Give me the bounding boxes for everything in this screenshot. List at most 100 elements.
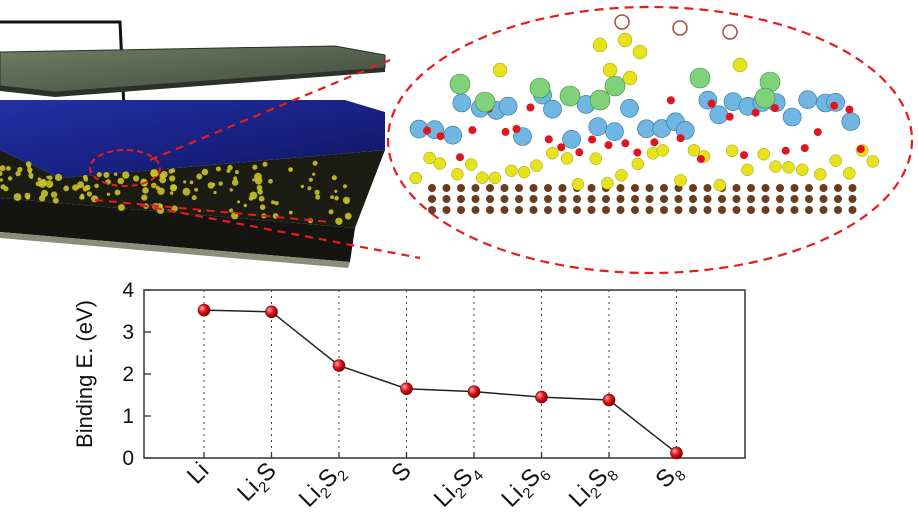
sulfur-particle xyxy=(141,194,148,201)
lithium-surface-atom xyxy=(604,75,626,97)
oxygen-atom xyxy=(436,132,445,141)
sulfur-particle xyxy=(79,195,84,200)
carbon-atom xyxy=(428,206,436,214)
sulfur-atom xyxy=(713,178,727,192)
sulfur-particle xyxy=(28,169,32,174)
sulfur-particle xyxy=(243,203,247,208)
sulfur-particle xyxy=(150,169,159,177)
oxygen-atom xyxy=(676,134,685,143)
carbon-atom xyxy=(848,184,857,192)
carbon-atom xyxy=(645,195,654,203)
sulfur-particle xyxy=(231,179,239,186)
sulfur-particle xyxy=(201,168,209,176)
zoom-highlight-ellipse xyxy=(89,149,161,187)
label-symbol: S xyxy=(386,457,416,487)
carbon-atom xyxy=(515,195,523,203)
inset-dashed-ellipse xyxy=(386,5,914,275)
sulfur-particle xyxy=(211,182,216,187)
carbon-atom xyxy=(732,184,741,192)
data-point xyxy=(670,446,683,460)
carbon-atom xyxy=(616,195,625,203)
sulfur-particle xyxy=(39,178,48,187)
carbon-atom xyxy=(834,195,842,203)
sulfur-atom xyxy=(517,165,531,179)
lithium-surface-atom xyxy=(474,91,496,113)
x-tick-label: Li2S2 xyxy=(294,457,352,515)
carbon-atom xyxy=(544,206,552,214)
sulfur-atom xyxy=(492,62,508,78)
sulfur-particle xyxy=(182,187,191,196)
sulfur-particle xyxy=(314,189,320,195)
sulfur-particle xyxy=(288,210,293,215)
lithium-atom xyxy=(452,93,472,113)
sulfur-atom xyxy=(741,163,754,177)
carbon-atom xyxy=(602,206,610,214)
sulfur-particle xyxy=(50,191,58,198)
lithium-atom xyxy=(443,125,463,145)
oxygen-atom xyxy=(781,146,790,155)
sulfur-particle xyxy=(218,181,223,186)
data-point xyxy=(467,385,481,398)
zoom-line-lower xyxy=(139,203,421,260)
sulfur-particle xyxy=(83,177,89,182)
sulfur-particle xyxy=(252,164,258,170)
carbon-atom xyxy=(471,195,480,203)
sulfur-particle xyxy=(159,204,163,208)
sulfur-particle xyxy=(157,187,165,195)
sulfur-particle xyxy=(258,195,265,202)
carbon-atom xyxy=(848,206,857,214)
carbon-atom xyxy=(631,184,639,192)
sulfur-atom xyxy=(560,152,574,165)
carbon-atom xyxy=(703,195,712,203)
sulfur-particle xyxy=(35,181,41,187)
sulfur-particle xyxy=(94,183,99,189)
sulfur-particle xyxy=(254,177,263,185)
carbon-atom xyxy=(689,206,697,214)
solvent-molecule xyxy=(672,20,688,36)
carbon-atom xyxy=(471,206,480,214)
data-point xyxy=(400,382,413,396)
sulfur-atom xyxy=(530,159,543,172)
carbon-atom xyxy=(776,184,784,192)
oxygen-atom xyxy=(845,105,854,114)
sulfur-particle xyxy=(0,170,3,176)
sulfur-particle xyxy=(91,195,99,203)
sulfur-particle xyxy=(234,170,239,175)
sulfur-atom xyxy=(615,169,628,182)
x-tick-label: Li xyxy=(182,457,214,489)
sulfur-atom xyxy=(674,174,687,187)
sulfur-atom xyxy=(843,167,856,180)
carbon-atom xyxy=(660,184,668,192)
lithium-surface-atom xyxy=(559,85,581,107)
oxygen-atom xyxy=(501,127,510,136)
oxygen-atom xyxy=(621,139,630,148)
cathode-top-surface xyxy=(0,100,385,178)
carbon-atom xyxy=(544,184,552,192)
carbon-atom xyxy=(587,195,596,203)
carbon-atom xyxy=(500,195,509,203)
carbon-atom xyxy=(790,195,799,203)
sulfur-particle xyxy=(86,191,92,197)
data-point xyxy=(197,303,211,317)
carbon-atom xyxy=(819,184,828,192)
sulfur-particle xyxy=(226,168,231,173)
carbon-atom xyxy=(660,206,668,214)
carbon-atom xyxy=(457,184,465,192)
carbon-atom xyxy=(703,184,712,192)
x-tick-label: Li2S6 xyxy=(496,457,554,515)
sulfur-particle xyxy=(114,172,118,176)
carbon-atom xyxy=(674,206,683,214)
sulfur-particle xyxy=(312,172,316,176)
sulfur-particle xyxy=(271,200,275,205)
carbon-atom xyxy=(689,195,697,203)
carbon-atom xyxy=(457,206,465,214)
sulfur-particle xyxy=(229,208,234,213)
carbon-atom xyxy=(689,184,697,192)
sulfur-atom xyxy=(451,167,464,181)
atomic-model-inset xyxy=(386,5,914,275)
carbon-atom xyxy=(732,195,741,203)
sulfur-particle xyxy=(114,189,121,196)
sulfur-particle xyxy=(7,176,13,181)
carbon-atom xyxy=(645,206,654,214)
lithium-atom xyxy=(709,105,729,125)
